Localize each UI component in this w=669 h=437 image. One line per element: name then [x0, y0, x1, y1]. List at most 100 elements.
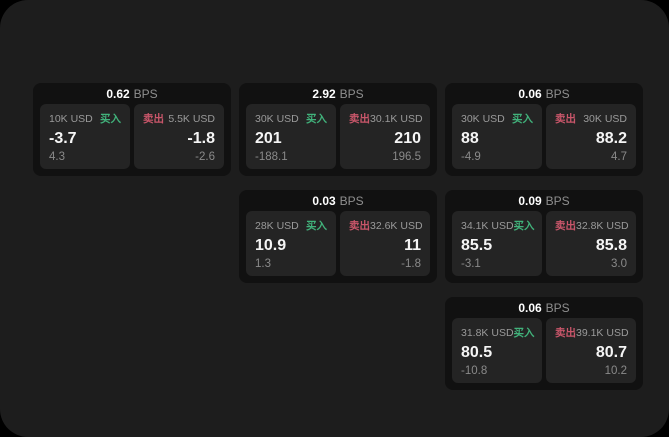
buy-size: 30K USD [461, 112, 505, 125]
buy-sub-value: -188.1 [255, 150, 288, 163]
sell-side-label: 卖出 [555, 327, 576, 339]
quote-card: 0.03 BPS 28K USD 买入 10.9 1.3 卖出 32.6K US… [239, 190, 437, 283]
bps-unit-label: BPS [545, 300, 570, 315]
buy-side-label: 买入 [512, 113, 533, 125]
buy-price: 10.9 [255, 236, 287, 254]
card-header: 0.03 BPS [239, 190, 437, 211]
quote-card: 0.09 BPS 34.1K USD 买入 85.5 -3.1 卖出 32.8K… [445, 190, 643, 283]
buy-price: -3.7 [49, 129, 77, 147]
sell-quote-panel[interactable]: 卖出 32.6K USD 11 -1.8 [340, 211, 430, 276]
panel-top-row: 卖出 32.8K USD [555, 218, 629, 233]
sell-sub-value: -2.6 [195, 150, 215, 163]
sell-sub-value: -1.8 [401, 257, 421, 270]
sell-size: 30K USD [583, 112, 627, 125]
sell-side-label: 卖出 [143, 113, 164, 125]
quote-panels: 28K USD 买入 10.9 1.3 卖出 32.6K USD 11 -1.8 [239, 211, 437, 276]
buy-price: 88 [461, 129, 479, 147]
buy-quote-panel[interactable]: 28K USD 买入 10.9 1.3 [246, 211, 336, 276]
quote-card: 0.62 BPS 10K USD 买入 -3.7 4.3 卖出 5.5K USD… [33, 83, 231, 176]
buy-quote-panel[interactable]: 31.8K USD 买入 80.5 -10.8 [452, 318, 542, 383]
quote-panels: 10K USD 买入 -3.7 4.3 卖出 5.5K USD -1.8 -2.… [33, 104, 231, 169]
bps-value: 0.06 [518, 300, 542, 315]
card-header: 0.62 BPS [33, 83, 231, 104]
sell-price: 11 [404, 236, 421, 254]
panel-top-row: 28K USD 买入 [255, 218, 327, 233]
quote-panels: 30K USD 买入 88 -4.9 卖出 30K USD 88.2 4.7 [445, 104, 643, 169]
sell-sub-value: 196.5 [392, 150, 421, 163]
panel-top-row: 31.8K USD 买入 [461, 325, 535, 340]
card-header: 0.09 BPS [445, 190, 643, 211]
sell-sub-value: 3.0 [611, 257, 627, 270]
sell-side-label: 卖出 [555, 113, 576, 125]
buy-size: 34.1K USD [461, 219, 514, 232]
buy-side-label: 买入 [100, 113, 121, 125]
quote-panels: 34.1K USD 买入 85.5 -3.1 卖出 32.8K USD 85.8… [445, 211, 643, 276]
sell-quote-panel[interactable]: 卖出 30.1K USD 210 196.5 [340, 104, 430, 169]
sell-quote-panel[interactable]: 卖出 30K USD 88.2 4.7 [546, 104, 636, 169]
buy-quote-panel[interactable]: 30K USD 买入 201 -188.1 [246, 104, 336, 169]
bps-unit-label: BPS [339, 193, 364, 208]
quote-panels: 31.8K USD 买入 80.5 -10.8 卖出 39.1K USD 80.… [445, 318, 643, 383]
buy-side-label: 买入 [513, 220, 535, 232]
bps-unit-label: BPS [545, 193, 570, 208]
sell-size: 32.8K USD [576, 219, 629, 232]
card-header: 0.06 BPS [445, 83, 643, 104]
sell-quote-panel[interactable]: 卖出 32.8K USD 85.8 3.0 [546, 211, 636, 276]
sell-side-label: 卖出 [349, 113, 370, 125]
buy-size: 28K USD [255, 219, 299, 232]
sell-sub-value: 10.2 [604, 364, 627, 377]
bps-unit-label: BPS [133, 86, 158, 101]
buy-quote-panel[interactable]: 10K USD 买入 -3.7 4.3 [40, 104, 130, 169]
buy-price: 201 [255, 129, 282, 147]
buy-side-label: 买入 [306, 220, 327, 232]
buy-side-label: 买入 [513, 327, 535, 339]
quote-card: 0.06 BPS 31.8K USD 买入 80.5 -10.8 卖出 39.1… [445, 297, 643, 390]
sell-price: 80.7 [595, 343, 627, 361]
bps-unit-label: BPS [545, 86, 570, 101]
sell-quote-panel[interactable]: 卖出 39.1K USD 80.7 10.2 [546, 318, 636, 383]
panel-top-row: 30K USD 买入 [255, 111, 327, 126]
sell-size: 5.5K USD [168, 112, 215, 125]
sell-size: 30.1K USD [370, 112, 423, 125]
bps-value: 0.62 [106, 86, 130, 101]
sell-price: 85.8 [595, 236, 627, 254]
quote-card: 0.06 BPS 30K USD 买入 88 -4.9 卖出 30K USD 8… [445, 83, 643, 176]
panel-top-row: 卖出 30K USD [555, 111, 627, 126]
buy-price: 80.5 [461, 343, 493, 361]
buy-sub-value: -4.9 [461, 150, 481, 163]
bps-value: 2.92 [312, 86, 336, 101]
buy-quote-panel[interactable]: 30K USD 买入 88 -4.9 [452, 104, 542, 169]
buy-quote-panel[interactable]: 34.1K USD 买入 85.5 -3.1 [452, 211, 542, 276]
sell-size: 32.6K USD [370, 219, 423, 232]
panel-top-row: 34.1K USD 买入 [461, 218, 535, 233]
bps-value: 0.09 [518, 193, 542, 208]
panel-top-row: 卖出 39.1K USD [555, 325, 629, 340]
sell-price: -1.8 [187, 129, 215, 147]
buy-sub-value: 1.3 [255, 257, 271, 270]
sell-side-label: 卖出 [555, 220, 576, 232]
buy-price: 85.5 [461, 236, 493, 254]
bps-unit-label: BPS [339, 86, 364, 101]
panel-top-row: 卖出 32.6K USD [349, 218, 423, 233]
sell-sub-value: 4.7 [611, 150, 627, 163]
buy-side-label: 买入 [306, 113, 327, 125]
bps-value: 0.03 [312, 193, 336, 208]
panel-top-row: 30K USD 买入 [461, 111, 533, 126]
panel-top-row: 卖出 5.5K USD [143, 111, 215, 126]
card-header: 2.92 BPS [239, 83, 437, 104]
quote-card: 2.92 BPS 30K USD 买入 201 -188.1 卖出 30.1K … [239, 83, 437, 176]
buy-size: 10K USD [49, 112, 93, 125]
sell-quote-panel[interactable]: 卖出 5.5K USD -1.8 -2.6 [134, 104, 224, 169]
sell-side-label: 卖出 [349, 220, 370, 232]
buy-sub-value: -3.1 [461, 257, 481, 270]
buy-sub-value: -10.8 [461, 364, 488, 377]
panel-top-row: 10K USD 买入 [49, 111, 121, 126]
panel-top-row: 卖出 30.1K USD [349, 111, 423, 126]
sell-price: 210 [394, 129, 421, 147]
bps-value: 0.06 [518, 86, 542, 101]
buy-sub-value: 4.3 [49, 150, 65, 163]
quote-panels: 30K USD 买入 201 -188.1 卖出 30.1K USD 210 1… [239, 104, 437, 169]
sell-size: 39.1K USD [576, 326, 629, 339]
sell-price: 88.2 [595, 129, 627, 147]
